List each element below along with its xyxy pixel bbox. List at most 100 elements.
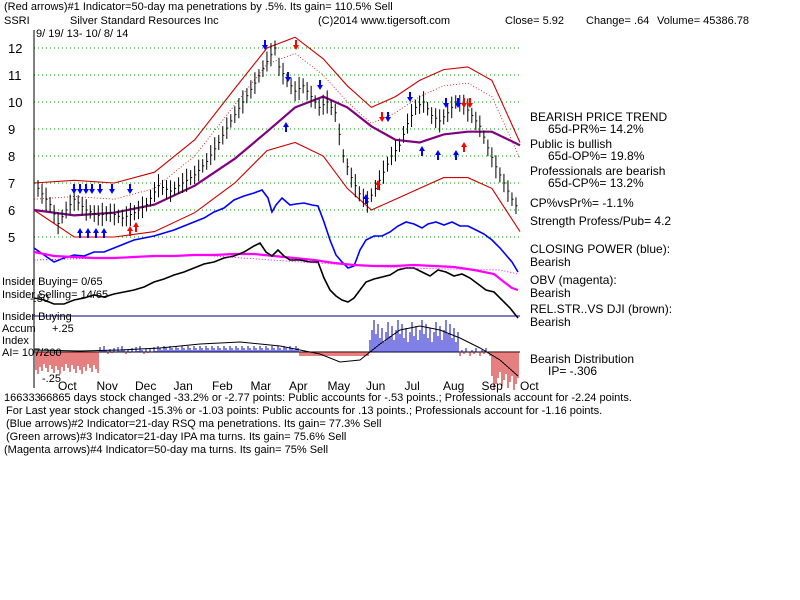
- closing-power-line: [33, 189, 519, 273]
- up-arrow-icon: [419, 146, 425, 156]
- up-arrow-icon: [283, 122, 289, 132]
- upper-dotted-band: [33, 52, 521, 200]
- month-label: May: [328, 379, 351, 393]
- y-tick-label: 6: [8, 203, 15, 218]
- rp-cpvspr: CP%vsPr%= -1.1%: [530, 196, 634, 210]
- lower-band-line: [33, 141, 521, 238]
- header-date-range: 9/ 19/ 13- 10/ 8/ 14: [36, 28, 128, 40]
- rp-op: 65d-OP%= 19.8%: [548, 149, 645, 163]
- down-arrow-icon: [77, 184, 83, 194]
- down-arrow-icon: [285, 72, 291, 82]
- rp-closing-power: CLOSING POWER (blue):: [530, 242, 670, 256]
- footer-line5: (Magenta arrows)#4 Indicator=50-day ma t…: [4, 444, 328, 456]
- rp-bearish-trend: BEARISH PRICE TREND: [530, 110, 667, 124]
- signal-arrows: [71, 40, 473, 238]
- up-arrow-icon: [453, 150, 459, 160]
- rp-relstr: REL.STR..VS DJI (brown):: [530, 302, 672, 316]
- relstr-line: [33, 241, 519, 319]
- y-tick-label: 7: [8, 176, 15, 191]
- down-arrow-icon: [317, 80, 323, 90]
- up-arrow-icon: [435, 150, 441, 160]
- month-label: Dec: [135, 379, 156, 393]
- header-line1: (Red arrows)#1 Indicator=50-day ma penet…: [4, 1, 393, 13]
- rp-public-bullish: Public is bullish: [530, 137, 612, 151]
- down-arrow-icon: [379, 112, 385, 122]
- obv-line: [33, 250, 519, 292]
- accum-label: Accum: [2, 323, 36, 335]
- up-arrow-icon: [363, 194, 369, 204]
- month-label: Sep: [482, 379, 504, 393]
- rp-strength: Strength Profess/Pub= 4.2: [530, 214, 671, 228]
- y-tick-label: 8: [8, 149, 15, 164]
- up-arrow-icon: [85, 228, 91, 238]
- rp-pr: 65d-PR%= 14.2%: [548, 122, 644, 136]
- insider-selling-label: Insider Selling= 14/65: [2, 289, 108, 301]
- header-copyright: (C)2014 www.tigersoft.com: [318, 15, 450, 27]
- accum-ma-line: [33, 325, 519, 377]
- overlap-tick-label: -.50: [30, 293, 49, 305]
- y-tick-label: 5: [8, 230, 15, 245]
- down-arrow-icon: [127, 184, 133, 194]
- footer-line3: (Blue arrows)#2 Indicator=21-day RSQ ma …: [6, 418, 381, 430]
- month-label: Jun: [366, 379, 385, 393]
- accum-tick-label: +.25: [52, 323, 74, 335]
- rp-obv-state: Bearish: [530, 286, 571, 300]
- down-arrow-icon: [89, 184, 95, 194]
- down-arrow-icon: [71, 184, 77, 194]
- obv-dotted-line: [33, 254, 519, 275]
- up-arrow-icon: [133, 222, 139, 232]
- month-label: Nov: [97, 379, 118, 393]
- down-arrow-icon: [455, 98, 461, 108]
- month-axis: Oct Nov Dec Jan Feb Mar Apr May Jun Jul Aug Sep Oct: [58, 379, 539, 393]
- down-arrow-icon: [109, 184, 115, 194]
- rp-obv: OBV (magenta):: [530, 273, 617, 287]
- header-ticker: SSRI: [4, 15, 30, 27]
- header-change: Change= .64: [586, 15, 649, 27]
- month-label: Jul: [405, 379, 420, 393]
- rp-ip: IP= -.306: [548, 364, 597, 378]
- price-series: [33, 36, 521, 238]
- down-arrow-icon: [83, 184, 89, 194]
- rp-closing-power-state: Bearish: [530, 255, 571, 269]
- y-tick-label: 12: [8, 41, 22, 56]
- ai-label: AI= 107/200: [2, 347, 62, 359]
- month-label: Oct: [520, 379, 539, 393]
- down-arrow-icon: [262, 40, 268, 50]
- footer-line4: (Green arrows)#3 Indicator=21-day IPA ma…: [6, 431, 346, 443]
- footer-prefix: 166333: [4, 392, 41, 404]
- up-arrow-icon: [375, 180, 381, 190]
- footer-line2: For Last year stock changed -15.3% or -1…: [6, 405, 602, 417]
- index-label: Index: [2, 335, 29, 347]
- rp-distribution: Bearish Distribution: [530, 352, 634, 366]
- up-arrow-icon: [127, 226, 133, 236]
- rp-pros-bearish: Professionals are bearish: [530, 164, 665, 178]
- up-arrow-icon: [77, 228, 83, 238]
- price-grid: [33, 30, 520, 388]
- insider-buying-label-2: Insider Buying: [2, 311, 72, 323]
- month-label: Mar: [251, 379, 272, 393]
- down-arrow-icon: [461, 98, 467, 108]
- insider-buying-label: Insider Buying= 0/65: [2, 276, 103, 288]
- down-arrow-icon: [385, 112, 391, 122]
- month-label: Jan: [174, 379, 193, 393]
- month-label: Aug: [443, 379, 464, 393]
- up-arrow-icon: [101, 228, 107, 238]
- rp-cp: 65d-CP%= 13.2%: [548, 176, 644, 190]
- header-volume: Volume= 45386.78: [657, 15, 749, 27]
- price-y-ticks: 12 11 10 9 8 7 6 5: [8, 41, 22, 245]
- up-arrow-icon: [461, 142, 467, 152]
- month-label: Oct: [58, 379, 77, 393]
- down-arrow-icon: [97, 184, 103, 194]
- y-tick-label: 10: [8, 95, 22, 110]
- down-arrow-icon: [443, 98, 449, 108]
- up-arrow-icon: [93, 228, 99, 238]
- y-tick-label: 11: [8, 68, 22, 83]
- down-arrow-icon: [467, 98, 473, 108]
- month-label: Apr: [289, 379, 308, 393]
- footer-line1: 66865 days stock changed -33.2% or -2.77…: [40, 392, 632, 404]
- down-arrow-icon: [293, 40, 299, 50]
- down-arrow-icon: [407, 92, 413, 102]
- month-label: Feb: [212, 379, 233, 393]
- y-tick-label: 9: [8, 122, 15, 137]
